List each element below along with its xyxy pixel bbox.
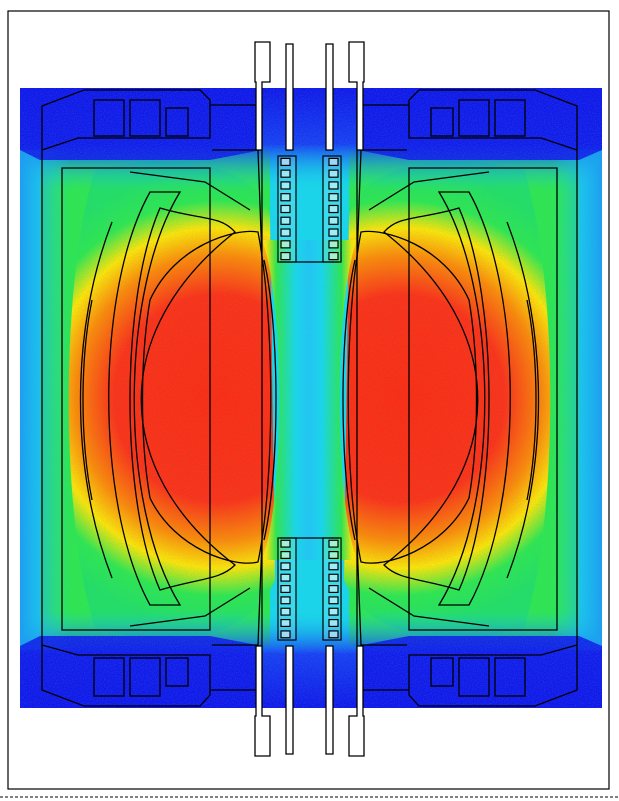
field-noise-overlay (20, 88, 602, 708)
left-bottom-pocket-1 (93, 657, 125, 697)
top-right-winding-stack-tooth (328, 228, 339, 237)
left-coil-band (129, 207, 236, 591)
winding-stacks (277, 155, 342, 641)
bottom-right-winding-stack-tooth (328, 596, 339, 605)
top-right-winding-stack-tooth (328, 216, 339, 225)
top-left-winding-stack-tooth (280, 240, 291, 249)
right-pole-piece (356, 104, 409, 691)
right-coil-band (383, 207, 490, 591)
left-top-pocket-3 (165, 107, 189, 137)
bottom-right-winding-stack-tooth (328, 539, 339, 548)
bore-right-wall (342, 259, 356, 541)
top-right-winding-stack-tooth (328, 240, 339, 249)
bottom-right-winding-stack-tooth (328, 618, 339, 627)
right-outer-curve (506, 221, 540, 579)
right-outer-shell (408, 167, 558, 631)
right-top-pocket-1 (494, 99, 526, 137)
left-yoke-outline (41, 89, 211, 707)
bottom-left-lead-outer (254, 645, 271, 757)
bottom-left-winding-stack-tooth (280, 630, 291, 639)
right-bottom-pocket-3 (430, 657, 454, 687)
right-bottom-pocket-2 (458, 657, 490, 697)
top-left-lead-inner (285, 43, 294, 151)
bottom-right-winding-stack-tooth (328, 630, 339, 639)
bottom-right-winding-stack-tooth (328, 584, 339, 593)
top-left-winding-stack-tooth (280, 228, 291, 237)
left-coil-inner (141, 230, 272, 564)
right-top-pocket-2 (458, 99, 490, 137)
left-pole-piece (210, 104, 263, 691)
top-right-lead-outer (348, 41, 365, 151)
page-frame (7, 10, 610, 790)
left-coil-outer (108, 191, 182, 606)
left-bottom-pocket-3 (165, 657, 189, 687)
bottom-left-winding-stack-tooth (280, 596, 291, 605)
top-right-lead-inner (325, 43, 334, 151)
top-left-winding-stack-tooth (280, 181, 291, 190)
bottom-right-lead-outer (348, 645, 365, 757)
bottom-right-winding-stack-tooth (328, 573, 339, 582)
bottom-right-winding-stack-tooth (328, 550, 339, 559)
right-yoke-outline (408, 89, 578, 707)
left-top-pocket-1 (93, 99, 125, 137)
top-right-winding-stack-tooth (328, 251, 339, 261)
left-outer-shell (61, 167, 211, 631)
right-bottom-pocket-1 (494, 657, 526, 697)
bottom-left-winding-stack-tooth (280, 539, 291, 548)
bottom-left-winding-stack-tooth (280, 562, 291, 571)
right-top-pocket-3 (430, 107, 454, 137)
bottom-right-winding-stack-tooth (328, 562, 339, 571)
top-left-winding-stack-tooth (280, 169, 291, 178)
top-left-winding-stack-tooth (280, 216, 291, 225)
lead-assemblies (254, 41, 365, 757)
bottom-right-lead-inner (325, 645, 334, 755)
left-top-pocket-2 (129, 99, 161, 137)
right-wedge-bottom (368, 587, 490, 627)
bottom-left-winding-stack-tooth (280, 607, 291, 616)
bore-left-wall (263, 259, 277, 541)
right-wedge-top (368, 171, 490, 211)
bottom-right-winding-stack-tooth (328, 607, 339, 616)
right-coil-inner (347, 230, 478, 564)
top-right-winding-stack-tooth (328, 193, 339, 202)
bottom-left-winding-stack-tooth (280, 618, 291, 627)
bottom-left-winding-stack-tooth (280, 584, 291, 593)
top-right-winding-stack-tooth (328, 181, 339, 190)
left-wedge-bottom (129, 587, 251, 627)
top-right-winding-stack-tooth (328, 204, 339, 214)
top-left-winding-stack-tooth (280, 251, 291, 261)
right-coil-outer (437, 191, 511, 606)
top-left-winding-stack-tooth (280, 204, 291, 214)
top-right-winding-stack-tooth (328, 169, 339, 178)
bottom-left-lead-inner (285, 645, 294, 755)
left-bottom-pocket-2 (129, 657, 161, 697)
geometry-outlines (41, 89, 578, 707)
left-wedge-top (129, 171, 251, 211)
top-left-winding-stack-tooth (280, 157, 291, 167)
top-right-winding-stack-tooth (328, 157, 339, 167)
left-outer-curve (79, 221, 113, 579)
top-left-winding-stack-tooth (280, 193, 291, 202)
field-plot (20, 88, 602, 708)
top-left-lead-outer (254, 41, 271, 151)
bottom-left-winding-stack-tooth (280, 573, 291, 582)
bottom-left-winding-stack-tooth (280, 550, 291, 559)
